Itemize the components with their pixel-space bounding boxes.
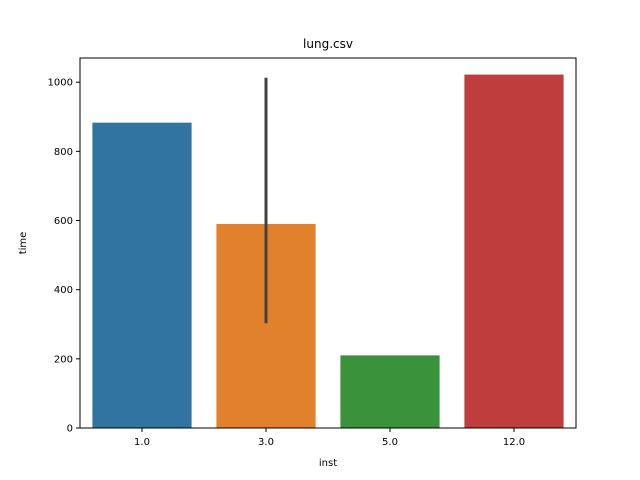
y-axis-label: time bbox=[18, 232, 29, 255]
x-tick-label-5.0: 5.0 bbox=[382, 437, 398, 448]
y-tick-label-800: 800 bbox=[54, 147, 73, 158]
x-axis-label: inst bbox=[319, 458, 337, 469]
y-tick-label-200: 200 bbox=[54, 354, 73, 365]
bar-12.0 bbox=[464, 74, 564, 428]
plot-frame bbox=[79, 57, 577, 429]
bar-1.0 bbox=[92, 122, 192, 429]
y-axis: 0 200 400 600 800 1000 bbox=[48, 78, 80, 435]
chart-title: lung.csv bbox=[303, 37, 353, 51]
x-tick-label-3.0: 3.0 bbox=[258, 437, 274, 448]
x-axis: 1.0 3.0 5.0 12.0 bbox=[134, 428, 525, 448]
bar-5.0 bbox=[340, 355, 440, 428]
y-tick-label-400: 400 bbox=[54, 285, 73, 296]
y-tick-label-0: 0 bbox=[67, 424, 73, 435]
y-tick-label-600: 600 bbox=[54, 216, 73, 227]
y-tick-label-1000: 1000 bbox=[48, 78, 73, 89]
x-tick-label-12.0: 12.0 bbox=[503, 437, 525, 448]
bars-layer bbox=[92, 74, 564, 429]
x-tick-label-1.0: 1.0 bbox=[134, 437, 150, 448]
